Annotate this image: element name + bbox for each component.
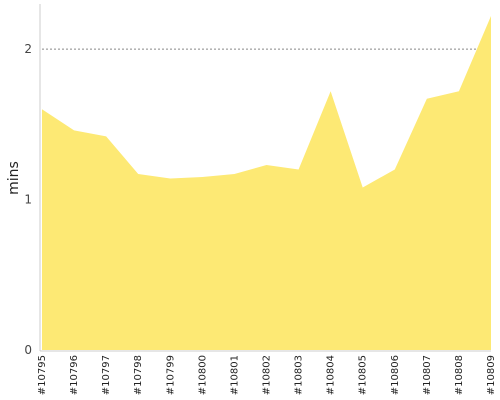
- x-tick-label: #10807: [422, 355, 433, 395]
- x-tick-label: #10797: [101, 355, 112, 395]
- x-tick-label: #10804: [326, 355, 337, 395]
- y-tick-label: 2: [24, 42, 32, 56]
- x-tick-label: #10809: [486, 355, 497, 395]
- x-tick-label: #10806: [390, 355, 401, 395]
- series-area: [42, 16, 491, 350]
- x-tick-label: #10799: [165, 355, 176, 395]
- x-tick-label: #10808: [454, 355, 465, 395]
- y-tick-label: 0: [24, 343, 32, 357]
- x-tick-label: #10800: [197, 355, 208, 395]
- axes: [39, 4, 491, 352]
- x-tick-label: #10803: [294, 355, 305, 395]
- x-tick-labels: #10795 #10796 #10797 #10798 #10799 #10800 #108…: [37, 355, 497, 395]
- x-tick-label: #10795: [37, 355, 48, 395]
- x-tick-label: #10798: [133, 355, 144, 395]
- y-axis-title: mins: [6, 161, 22, 195]
- y-tick-labels: 0 1 2: [24, 42, 32, 357]
- y-tick-label: 1: [24, 193, 32, 207]
- x-tick-label: #10796: [69, 355, 80, 395]
- x-tick-label: #10805: [358, 355, 369, 395]
- x-tick-label: #10801: [229, 355, 240, 395]
- x-tick-label: #10802: [262, 355, 273, 395]
